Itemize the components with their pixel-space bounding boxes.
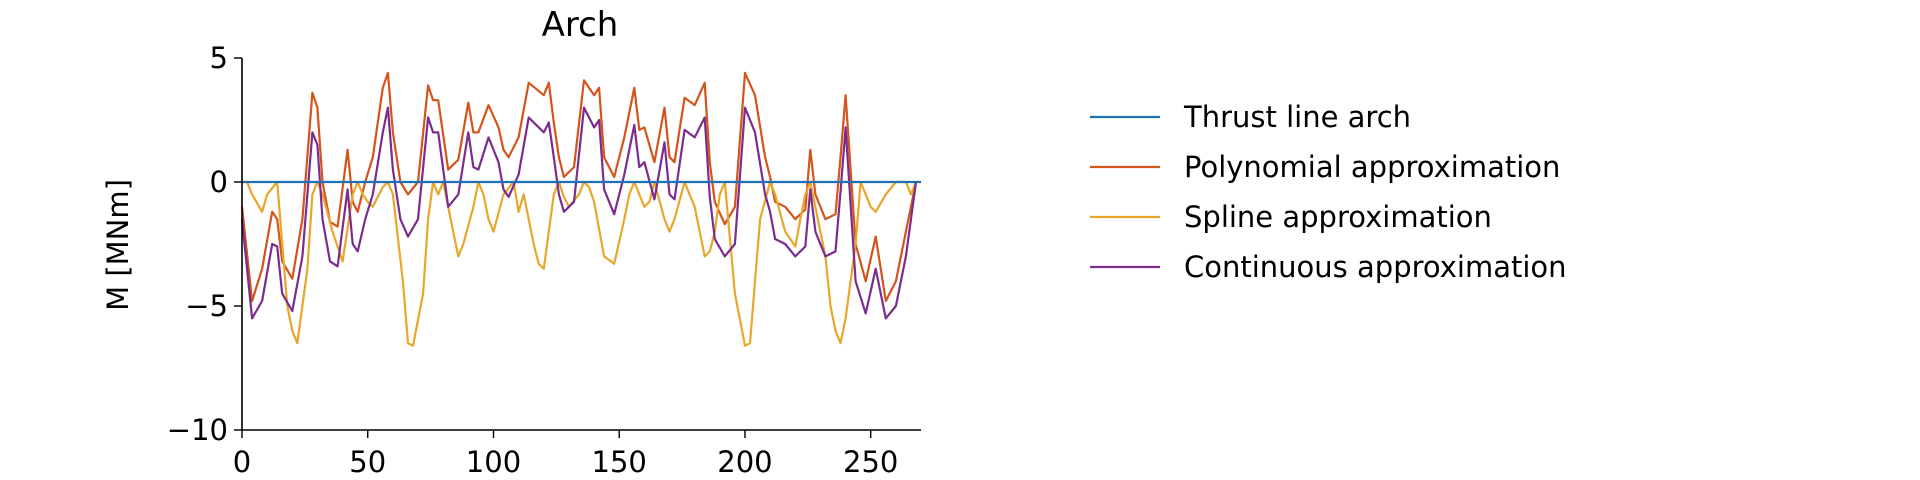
x-tick-label: 0 xyxy=(233,445,251,479)
y-tick-label: −5 xyxy=(185,289,228,323)
x-tick-label: 50 xyxy=(349,445,386,479)
legend-entry: Spline approximation xyxy=(1184,200,1492,234)
legend-entry: Thrust line arch xyxy=(1183,100,1411,134)
axes: 0 50 100 150 200 250 −10 −5 0 5 xyxy=(167,41,921,479)
y-tick-label: −10 xyxy=(167,413,228,447)
chart-title: Arch xyxy=(542,5,619,45)
legend-entry: Polynomial approximation xyxy=(1184,150,1560,184)
series-line-2 xyxy=(242,180,918,347)
series-line-3 xyxy=(240,106,918,320)
legend: Thrust line arch Polynomial approximation… xyxy=(1090,100,1567,284)
series-line-1 xyxy=(240,71,918,303)
y-axis-label: M [MNm] xyxy=(101,179,135,311)
y-tick-label: 5 xyxy=(210,41,228,75)
y-tick-label: 0 xyxy=(210,165,228,199)
plot-area xyxy=(240,71,921,347)
legend-entry: Continuous approximation xyxy=(1184,250,1567,284)
x-tick-label: 150 xyxy=(592,445,647,479)
x-tick-label: 250 xyxy=(843,445,898,479)
x-tick-label: 200 xyxy=(717,445,772,479)
x-tick-label: 100 xyxy=(466,445,521,479)
